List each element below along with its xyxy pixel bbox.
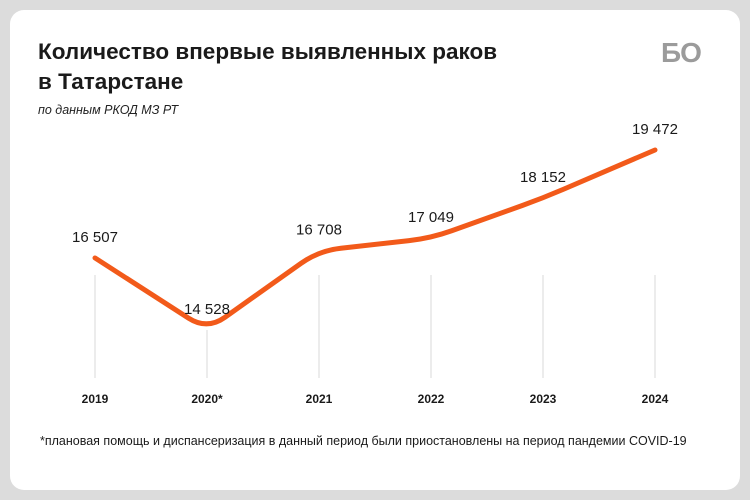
chart-title: Количество впервые выявленных раков в Та… — [38, 37, 598, 97]
value-label-2024: 19 472 — [632, 121, 678, 138]
x-tick-label-2024: 2024 — [642, 392, 669, 406]
x-tick-label-2019: 2019 — [82, 392, 109, 406]
value-label-2023: 18 152 — [520, 169, 566, 186]
brand-logo: БО — [661, 37, 702, 68]
value-label-2019: 16 507 — [72, 229, 118, 246]
value-label-2021: 16 708 — [296, 222, 342, 239]
chart-card: Количество впервые выявленных раков в Та… — [10, 10, 740, 490]
x-tick-label-2020*: 2020* — [191, 392, 223, 406]
chart-footnote: *плановая помощь и диспансеризация в дан… — [40, 434, 687, 448]
x-tick-label-2023: 2023 — [530, 392, 557, 406]
chart-subtitle: по данным РКОД МЗ РТ — [38, 103, 179, 117]
value-label-2020*: 14 528 — [184, 301, 230, 318]
value-label-2022: 17 049 — [408, 209, 454, 226]
chart-title-line1: Количество впервые выявленных раков — [38, 39, 498, 64]
x-tick-label-2022: 2022 — [418, 392, 445, 406]
x-axis-ticks: 2019 2020* 2021 2022 2023 2024 — [82, 392, 669, 406]
x-tick-label-2021: 2021 — [306, 392, 333, 406]
series-line — [92, 147, 658, 327]
chart-title-line2: в Татарстане — [38, 69, 184, 94]
gridlines — [94, 275, 656, 378]
value-labels: 16 507 14 528 16 708 17 049 18 152 19 472 — [72, 121, 678, 318]
